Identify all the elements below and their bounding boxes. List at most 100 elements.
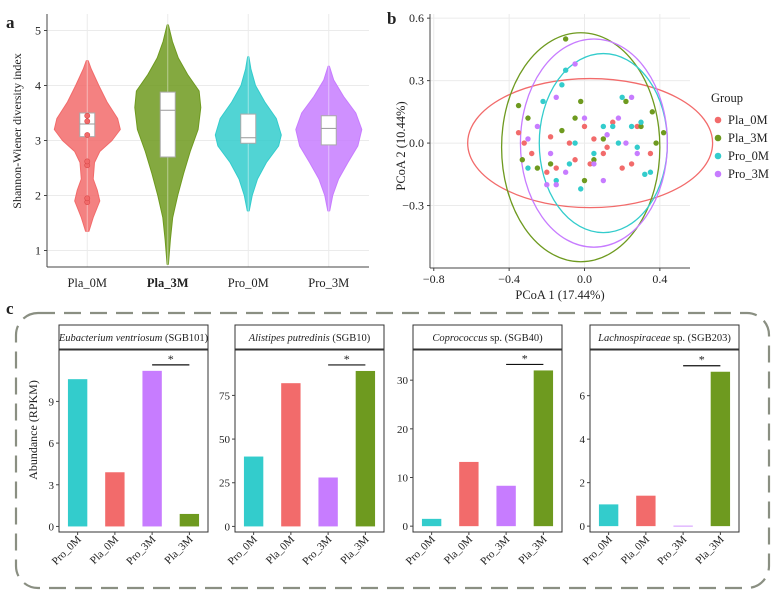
- facet-taxon-suffix: (SGB101): [162, 333, 208, 344]
- point-Pla_0M: [553, 165, 559, 171]
- pcoa-x-tick-label: 0.0: [577, 272, 592, 286]
- point-Pro_3M: [623, 140, 629, 146]
- point-Pla_3M: [591, 157, 597, 163]
- point-Pla_0M: [628, 161, 635, 167]
- facet-x-tick-label: Pro_0M: [404, 533, 438, 567]
- pcoa-x-tick-label: −0.4: [498, 272, 520, 286]
- point-Pla_3M: [525, 115, 531, 121]
- legend-title: Group: [711, 91, 743, 105]
- bar-Pro_3M: [496, 485, 516, 527]
- point-Pla_3M: [581, 177, 588, 184]
- facet-x-tick-label: Pro_3M: [124, 533, 158, 567]
- bar-Pla_0M: [636, 495, 656, 527]
- bar-Pro_3M: [142, 370, 162, 527]
- point-Pla_3M: [660, 129, 667, 136]
- point-Pla_3M: [547, 161, 554, 167]
- bar-Pla_3M: [179, 513, 200, 527]
- pcoa-y-tick-label: 0.6: [409, 11, 424, 25]
- point-Pla_0M: [529, 150, 535, 157]
- significance-star: *: [522, 351, 528, 365]
- violin-y-axis-label: Shannon-Wiener diversity index: [10, 53, 24, 208]
- bar-Pla_0M: [281, 383, 301, 527]
- facet-y-tick-label: 0: [225, 521, 231, 533]
- violin-x-tick-label: Pro_3M: [308, 276, 349, 290]
- point-Pla_3M: [562, 36, 569, 42]
- point-Pla_0M: [604, 144, 610, 150]
- point-Pro_0M: [619, 94, 625, 100]
- point-Pro_0M: [553, 177, 559, 184]
- significance-star: *: [168, 352, 174, 366]
- facet-taxon-suffix: (SGB10): [330, 333, 371, 344]
- point-Pro_0M: [628, 123, 635, 130]
- facet-x-tick-label: Pla_3M: [516, 533, 549, 566]
- bar-Pro_0M: [598, 504, 619, 527]
- facet-strip: [412, 324, 563, 350]
- point-Pla_3M: [534, 165, 541, 171]
- facet-title: Eubacterium ventriosum (SGB101): [58, 333, 209, 344]
- facet-strip: [589, 324, 740, 350]
- violin-outlier: [84, 132, 91, 138]
- facet-title: Coprococcus sp. (SGB40): [432, 333, 543, 344]
- bar-Pro_3M: [318, 477, 338, 527]
- point-Pro_3M: [553, 94, 559, 100]
- point-Pro_3M: [591, 161, 597, 167]
- facet-x-tick-label: Pla_3M: [162, 533, 195, 566]
- violin-Pla_0M: [53, 60, 121, 232]
- point-Pla_3M: [638, 123, 644, 130]
- violin-box: [159, 91, 176, 158]
- facet-y-tick-label: 0: [580, 521, 586, 533]
- panel-label-a: a: [6, 13, 15, 32]
- bar-Pla_3M: [355, 370, 376, 527]
- pcoa-x-axis-label: PCoA 1 (17.44%): [515, 288, 604, 302]
- point-Pro_0M: [610, 123, 616, 130]
- point-Pro_0M: [578, 186, 584, 192]
- point-Pro_0M: [600, 123, 607, 130]
- point-Pro_0M: [638, 119, 644, 125]
- point-Pro_3M: [562, 169, 569, 175]
- legend-label: Pro_3M: [728, 167, 769, 181]
- facet-x-tick-label: Pla_0M: [264, 533, 297, 566]
- legend-label: Pro_0M: [728, 149, 769, 163]
- facet-title: Alistipes putredinis (SGB10): [248, 333, 371, 344]
- facet-y-tick-label: 6: [49, 438, 55, 450]
- facet-taxon-suffix: sp. (SGB40): [487, 333, 543, 344]
- facet-strip: [58, 324, 209, 350]
- pcoa-plot-area: [430, 14, 690, 268]
- point-Pla_0M: [647, 150, 654, 157]
- bar-Pla_3M: [710, 371, 731, 527]
- point-Pro_3M: [628, 94, 635, 100]
- facet-y-tick-label: 25: [219, 478, 231, 490]
- facet-1: Eubacterium ventriosum (SGB101) 0 3 6 9 Pro_0…: [49, 324, 209, 568]
- point-Pla_3M: [572, 115, 578, 121]
- facet-y-tick-label: 9: [49, 396, 55, 408]
- pcoa-scatter-plot: −0.8 −0.4 0.0 0.4 −0.3 0.0 0.3 0.6 PCoA 1 (17.4…: [394, 11, 769, 302]
- facet-taxon: Alistipes putredinis: [248, 333, 330, 344]
- point-Pro_3M: [572, 61, 578, 67]
- violin-y-tick-label: 2: [35, 189, 41, 203]
- point-Pro_3M: [634, 150, 640, 157]
- legend-key-Pro_3M: [714, 170, 722, 178]
- point-Pro_3M: [544, 182, 550, 188]
- facet-y-tick-label: 30: [397, 375, 409, 387]
- point-Pla_3M: [578, 98, 584, 105]
- facet-x-tick-label: Pla_0M: [88, 533, 121, 566]
- bar-Pla_0M: [105, 472, 125, 527]
- ellipse-Pla_0M: [467, 77, 714, 209]
- violin-x-tick-label: Pla_0M: [67, 276, 107, 290]
- point-Pla_0M: [600, 150, 607, 157]
- violin-shapes: [53, 24, 363, 265]
- point-Pro_0M: [540, 98, 546, 105]
- violin-outlier: [84, 118, 91, 125]
- facet-taxon: Eubacterium ventriosum: [58, 333, 163, 344]
- violin-outlier: [84, 112, 91, 119]
- facet-x-tick-label: Pro_3M: [478, 533, 512, 567]
- point-Pro_3M: [604, 132, 610, 138]
- bar-Pro_0M: [243, 456, 264, 527]
- point-Pla_0M: [581, 123, 588, 130]
- violin-box: [320, 115, 337, 146]
- bar-Pro_3M: [673, 525, 693, 527]
- pcoa-points: [515, 36, 667, 192]
- point-Pro_3M: [534, 123, 541, 130]
- point-Pla_3M: [653, 140, 659, 146]
